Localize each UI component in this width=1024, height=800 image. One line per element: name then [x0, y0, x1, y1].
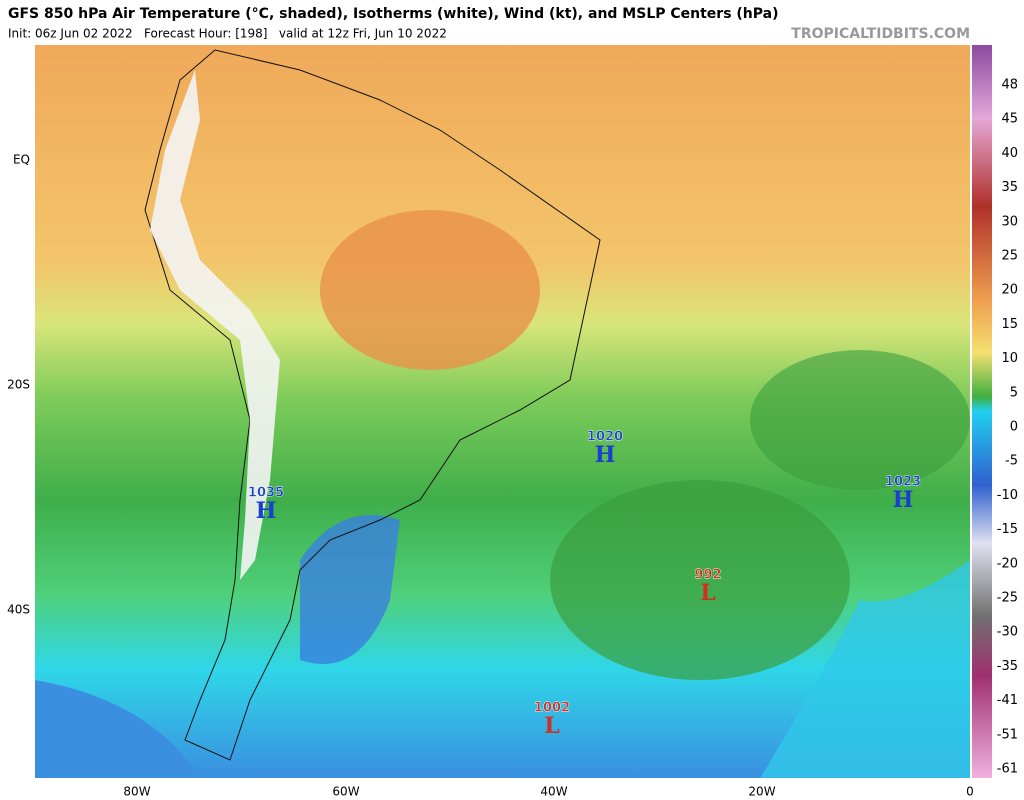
colorbar-label: 10 [1001, 351, 1018, 366]
coastline [144, 49, 601, 761]
colorbar-label: -51 [997, 727, 1018, 742]
colorbar-label: 40 [1001, 146, 1018, 161]
colorbar-label: 20 [1001, 283, 1018, 298]
cold-pool [760, 560, 970, 778]
lon-label: 40W [540, 785, 567, 799]
center-letter: H [256, 498, 277, 524]
colorbar-label: 48 [1001, 78, 1018, 93]
colorbar-label: -30 [997, 625, 1018, 640]
lat-label: 20S [7, 378, 30, 392]
lon-label: 20W [748, 785, 775, 799]
watermark: TROPICALTIDBITS.COM [791, 26, 970, 42]
green-area [750, 350, 970, 490]
center-pressure: 1023 [885, 475, 921, 490]
colorbar-label: 45 [1001, 112, 1018, 127]
colorbar-label: -10 [997, 488, 1018, 503]
center-pressure: 992 [694, 568, 721, 583]
subtitle: Init: 06z Jun 02 2022 Forecast Hour: [19… [8, 27, 447, 41]
lon-label: 0 [966, 785, 974, 799]
lat-label: 40S [7, 603, 30, 617]
center-pressure: 1002 [534, 701, 570, 716]
cold-pool [300, 515, 400, 664]
center-pressure: 1020 [587, 430, 623, 445]
center-letter: H [893, 487, 914, 513]
center-pressure: 1035 [248, 486, 284, 501]
colorbar-label: -15 [997, 522, 1018, 537]
lon-label: 80W [123, 785, 150, 799]
colorbar-label: -41 [997, 693, 1018, 708]
low-core [550, 480, 850, 680]
colorbar-label: -5 [1005, 454, 1018, 469]
cold-pool [35, 680, 200, 778]
colorbar-label: 15 [1001, 317, 1018, 332]
colorbar-label: 35 [1001, 180, 1018, 195]
colorbar-label: 0 [1010, 420, 1018, 435]
colorbar-label: 25 [1001, 249, 1018, 264]
colorbar-label: -25 [997, 591, 1018, 606]
colorbar-label: -61 [997, 762, 1018, 777]
lon-label: 60W [332, 785, 359, 799]
center-letter: L [700, 580, 715, 606]
title: GFS 850 hPa Air Temperature (°C, shaded)… [8, 6, 779, 22]
colorbar [972, 45, 992, 778]
center-letter: H [595, 442, 616, 468]
colorbar-label: 5 [1010, 385, 1018, 400]
colorbar-label: 30 [1001, 214, 1018, 229]
terrain-mask [150, 70, 280, 580]
colorbar-label: -20 [997, 556, 1018, 571]
warm-core [320, 210, 540, 370]
lat-label: EQ [13, 153, 30, 167]
colorbar-label: -35 [997, 659, 1018, 674]
center-letter: L [544, 713, 559, 739]
